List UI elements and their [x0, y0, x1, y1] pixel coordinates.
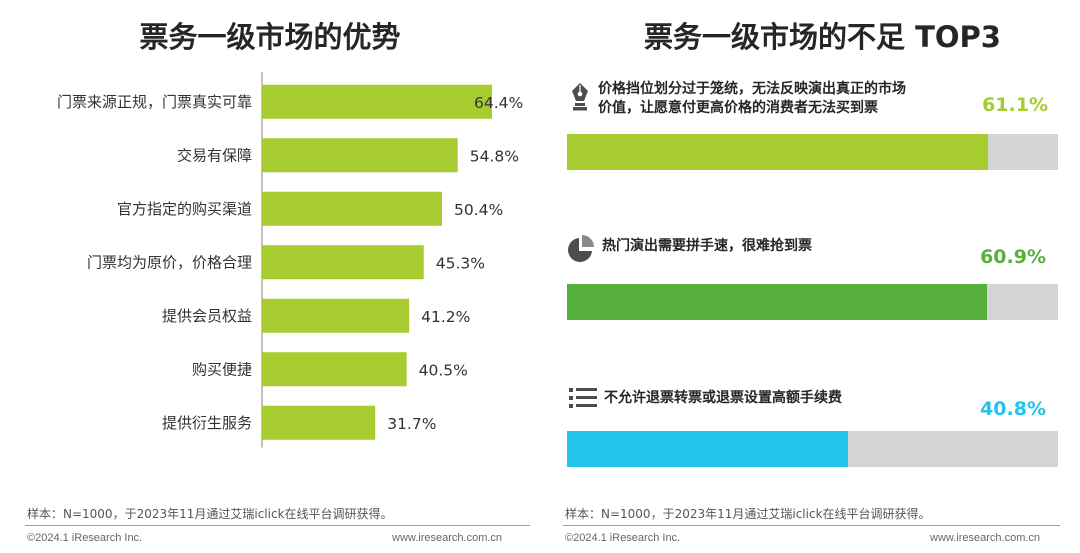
shortcoming-label-1-line2: 价值，让愿意付更高价格的消费者无法买到票 [598, 100, 878, 116]
value-label: 31.7% [387, 415, 436, 433]
left-divider [25, 525, 530, 526]
pen-nib-icon [569, 82, 591, 116]
shortcoming-value-1: 61.1% [982, 94, 1048, 116]
advantage-bar [262, 138, 458, 173]
category-label: 提供衍生服务 [162, 414, 252, 432]
shortcoming-value-3: 40.8% [980, 398, 1046, 420]
value-label: 41.2% [421, 308, 470, 326]
category-label: 官方指定的购买渠道 [117, 200, 252, 218]
shortcoming-label-1-line1: 价格挡位划分过于笼统，无法反映演出真正的市场 [598, 81, 906, 97]
advantage-bar [262, 245, 424, 280]
advantage-bar [262, 352, 407, 387]
shortcoming-bar-track-2 [567, 284, 1058, 320]
shortcoming-bar-1 [567, 134, 988, 170]
category-label: 门票均为原价，价格合理 [87, 253, 252, 271]
left-copyright: ©2024.1 iResearch Inc. [27, 532, 143, 544]
advantages-bar-chart: 门票来源正规，门票真实可靠 64.4% 交易有保障 54.8% 官方指定的购买渠道 50.… [57, 72, 523, 448]
right-chart-title: 票务一级市场的不足 TOP3 [644, 20, 1001, 54]
advantage-bar [262, 405, 376, 440]
value-label: 45.3% [436, 254, 485, 272]
shortcoming-bar-track-1 [567, 134, 1058, 170]
advantage-bar [262, 191, 442, 226]
pie-chart-icon [566, 234, 596, 268]
advantage-bar [262, 298, 410, 333]
shortcoming-bar-2 [567, 284, 987, 320]
left-sample-note: 样本：N=1000，于2023年11月通过艾瑞iclick在线平台调研获得。 [27, 507, 393, 521]
shortcoming-label-3: 不允许退票转票或退票设置高额手续费 [604, 390, 842, 406]
list-icon [567, 386, 599, 416]
right-divider [563, 525, 1060, 526]
category-label: 购买便捷 [192, 360, 252, 378]
category-label: 门票来源正规，门票真实可靠 [57, 93, 252, 111]
category-label: 交易有保障 [177, 146, 252, 164]
advantage-bar [262, 84, 492, 119]
shortcoming-label-1: 价格挡位划分过于笼统，无法反映演出真正的市场 价值，让愿意付更高价格的消费者无法… [598, 80, 906, 118]
right-website: www.iresearch.com.cn [930, 532, 1041, 544]
value-label: 64.4% [474, 94, 523, 112]
value-label: 54.8% [470, 147, 519, 165]
right-copyright: ©2024.1 iResearch Inc. [565, 532, 681, 544]
value-label: 50.4% [454, 201, 503, 219]
left-website: www.iresearch.com.cn [392, 532, 503, 544]
shortcoming-label-2: 热门演出需要拼手速，很难抢到票 [602, 238, 812, 254]
left-chart-title: 票务一级市场的优势 [139, 20, 401, 54]
value-label: 40.5% [419, 361, 468, 379]
right-sample-note: 样本：N=1000，于2023年11月通过艾瑞iclick在线平台调研获得。 [565, 507, 931, 521]
shortcoming-value-2: 60.9% [980, 246, 1046, 268]
shortcoming-bar-3 [567, 431, 849, 467]
shortcoming-bar-track-3 [567, 431, 1058, 467]
category-label: 提供会员权益 [162, 307, 252, 325]
